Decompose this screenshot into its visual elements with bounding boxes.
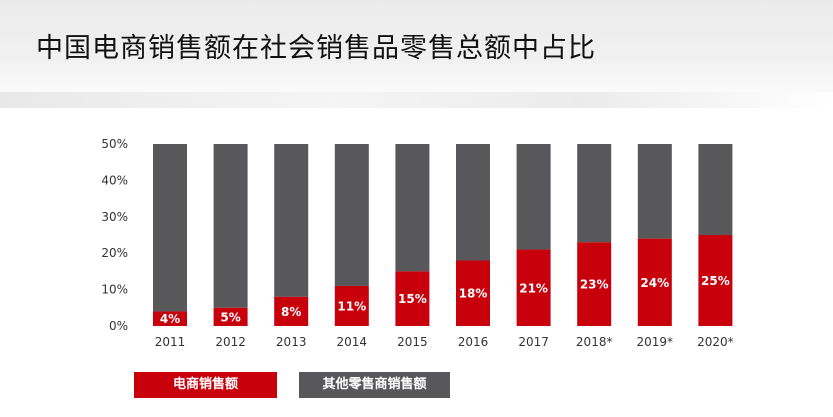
bar-other-retail [334,144,369,286]
bar-ecommerce [516,249,551,326]
title-background [0,0,833,108]
bar-ecommerce [334,285,369,326]
x-tick-label: 2019* [637,335,674,349]
data-label: 5% [220,310,240,324]
data-label: 4% [160,312,180,326]
x-tick-label: 2017 [518,335,549,349]
bar-ecommerce [577,242,612,326]
data-label: 15% [398,292,427,306]
legend-other-retail: 其他零售商销售额 [299,372,450,398]
y-tick-label: 50% [101,137,128,151]
bar-ecommerce [637,238,672,326]
data-label: 11% [337,299,366,313]
bar-other-retail [274,144,309,297]
x-tick-label: 2011 [155,335,186,349]
bar-ecommerce [698,235,733,326]
bar-other-retail [698,144,733,235]
data-label: 8% [281,305,301,319]
bar-other-retail [153,144,187,312]
x-tick-label: 2014 [337,335,368,349]
y-tick-label: 10% [101,283,128,297]
bar-ecommerce [395,271,430,326]
page-title: 中国电商销售额在社会销售品零售总额中占比 [36,33,596,64]
data-label: 21% [519,281,548,295]
x-tick-label: 2016 [458,335,489,349]
y-tick-label: 40% [101,173,128,187]
data-label: 23% [580,278,609,292]
y-tick-label: 30% [101,210,128,224]
y-tick-label: 0% [109,319,128,333]
data-label: 25% [701,274,730,288]
bar-other-retail [577,144,612,243]
bar-ecommerce [213,307,248,326]
y-tick-label: 20% [101,246,128,260]
x-tick-label: 2012 [215,335,246,349]
x-tick-label: 2015 [397,335,428,349]
bar-other-retail [637,144,672,239]
bar-other-retail [213,144,248,308]
brush-streak [0,92,833,108]
data-label: 24% [640,276,669,290]
legend-ecommerce: 电商销售额 [134,372,277,398]
bar-other-retail [395,144,430,272]
bar-other-retail [456,144,490,261]
x-tick-label: 2020* [697,335,734,349]
x-tick-label: 2013 [276,335,307,349]
bar-ecommerce [153,311,187,326]
data-label: 18% [459,287,488,301]
bar-other-retail [516,144,551,250]
x-tick-label: 2018* [576,335,613,349]
bar-ecommerce [274,296,309,326]
bar-ecommerce [456,260,490,326]
